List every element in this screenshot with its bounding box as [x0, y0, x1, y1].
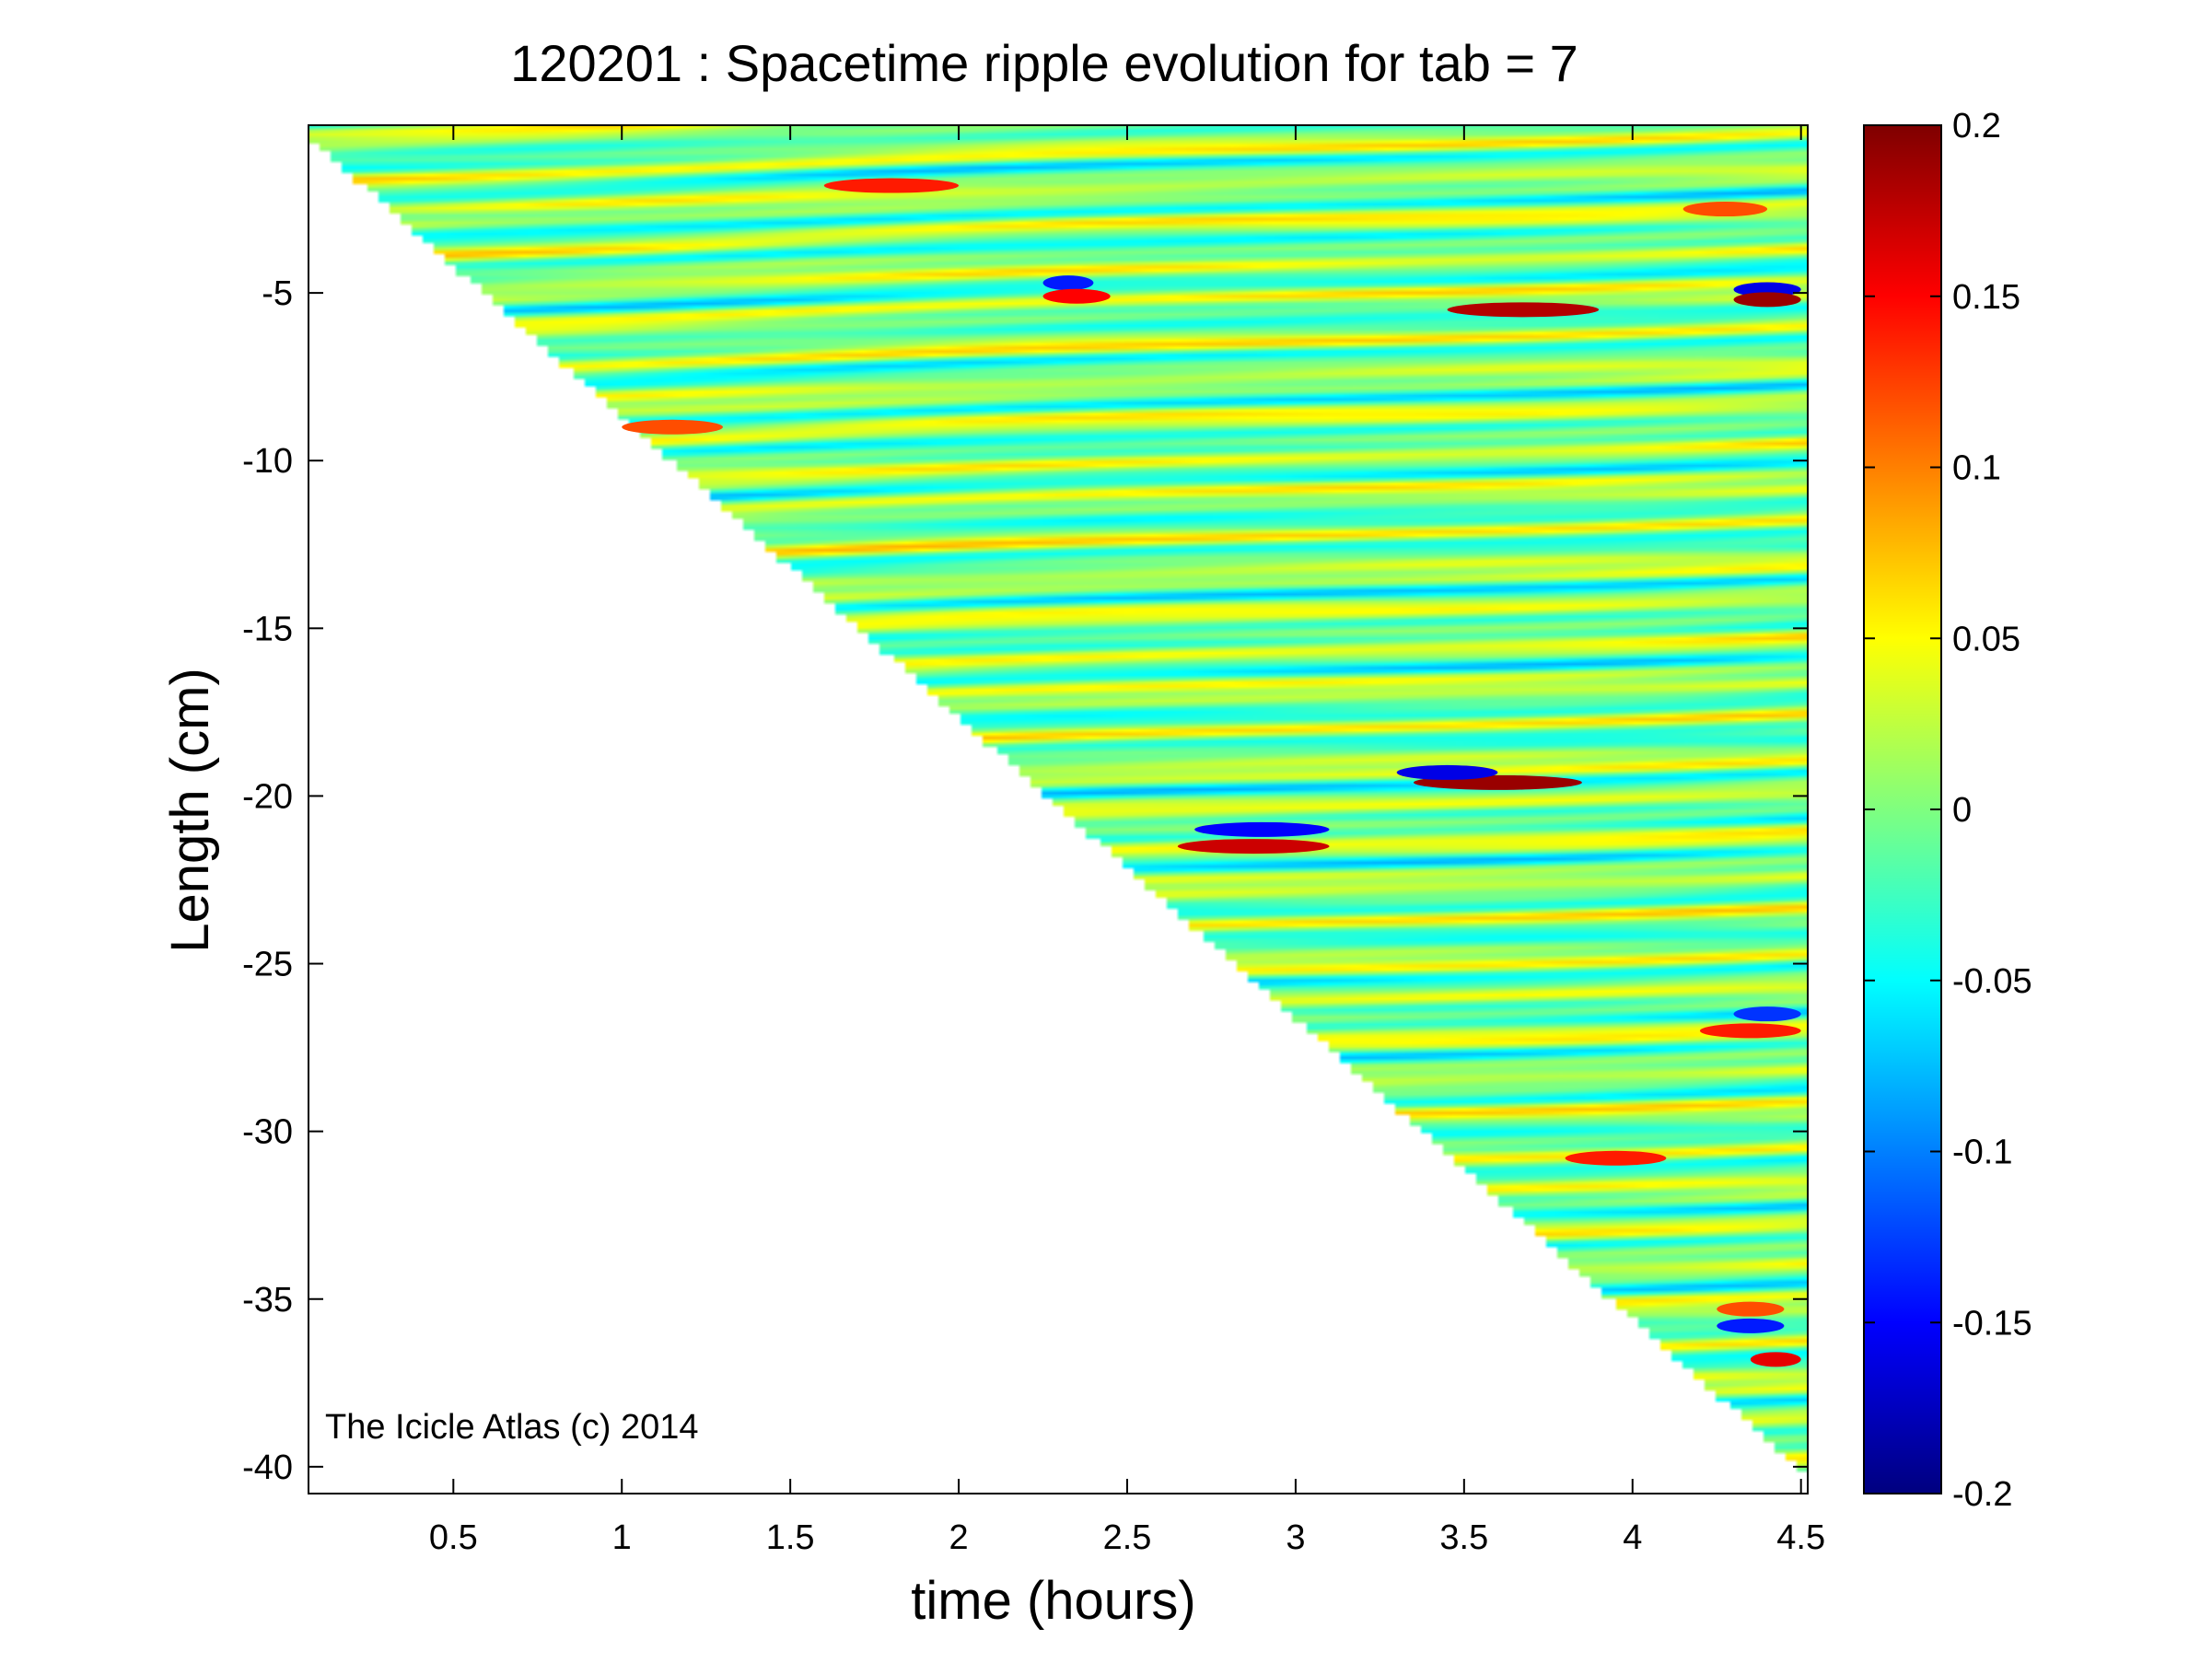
x-tick-label: 1 — [612, 1518, 632, 1557]
colorbar-tick-label: 0.1 — [1952, 449, 2001, 488]
ripple-feature-12 — [1699, 1023, 1801, 1039]
ripple-feature-10 — [1177, 839, 1330, 855]
ripple-feature-9 — [1396, 764, 1498, 780]
ripple-feature-11 — [1194, 821, 1330, 837]
ripple-feature-5 — [1733, 292, 1801, 308]
colorbar-tick-label: -0.2 — [1952, 1475, 2012, 1514]
ripple-feature-6 — [1682, 202, 1768, 217]
chart-title: 120201 : Spacetime ripple evolution for … — [510, 34, 1578, 92]
y-tick-label: -10 — [242, 442, 293, 481]
y-tick-label: -5 — [262, 274, 293, 313]
y-tick-label: -20 — [242, 777, 293, 816]
x-tick-label: 4 — [1623, 1518, 1642, 1557]
ripple-feature-2 — [1042, 288, 1111, 304]
y-tick-label: -25 — [242, 946, 293, 984]
colorbar-tick-label: -0.05 — [1952, 962, 2032, 1001]
ripple-feature-13 — [1733, 1006, 1801, 1022]
colorbar-tick-label: 0 — [1952, 791, 1972, 830]
y-tick-label: -40 — [242, 1448, 293, 1487]
ripple-feature-15 — [1750, 1352, 1801, 1367]
colorbar-tick-label: 0.15 — [1952, 278, 2020, 317]
x-tick-label: 3 — [1286, 1518, 1305, 1557]
colorbar — [1863, 124, 1942, 1494]
ripple-feature-3 — [1447, 302, 1600, 318]
colorbar-tick-label: 0.2 — [1952, 107, 2001, 145]
x-tick-label: 2.5 — [1103, 1518, 1152, 1557]
ripple-feature-1 — [1042, 275, 1094, 291]
x-tick-label: 0.5 — [429, 1518, 478, 1557]
ripple-feature-0 — [823, 178, 960, 193]
ripple-feature-14 — [1565, 1150, 1667, 1166]
y-tick-label: -30 — [242, 1113, 293, 1152]
ripple-feature-7 — [622, 419, 723, 435]
colorbar-tick-label: -0.15 — [1952, 1304, 2032, 1343]
ripple-feature-16 — [1717, 1318, 1785, 1333]
x-tick-label: 1.5 — [766, 1518, 815, 1557]
copyright-annotation: The Icicle Atlas (c) 2014 — [325, 1408, 699, 1447]
y-axis-label: Length (cm) — [160, 668, 220, 952]
y-tick-label: -15 — [242, 610, 293, 648]
ripple-feature-17 — [1717, 1301, 1785, 1317]
colorbar-ticks: 0.2 0.15 0.1 0.05 0 -0.05 -0.1 -0.15 -0.2 — [1864, 107, 2032, 1514]
colorbar-tick-label: -0.1 — [1952, 1134, 2012, 1172]
x-tick-label: 3.5 — [1439, 1518, 1488, 1557]
x-axis-ticks: 0.5 1 1.5 2 2.5 3 3.5 4 4.5 — [429, 125, 1825, 1557]
colorbar-tick-label: 0.05 — [1952, 620, 2020, 658]
y-tick-label: -35 — [242, 1281, 293, 1320]
x-tick-label: 2 — [949, 1518, 969, 1557]
plot-frame — [308, 124, 1809, 1494]
x-axis-label: time (hours) — [911, 1571, 1195, 1631]
y-axis-ticks: -5 -10 -15 -20 -25 -30 -35 -40 — [242, 274, 1808, 1487]
ripple-features — [622, 178, 1801, 1367]
heatmap-image — [309, 125, 1808, 1494]
x-tick-label: 4.5 — [1776, 1518, 1825, 1557]
